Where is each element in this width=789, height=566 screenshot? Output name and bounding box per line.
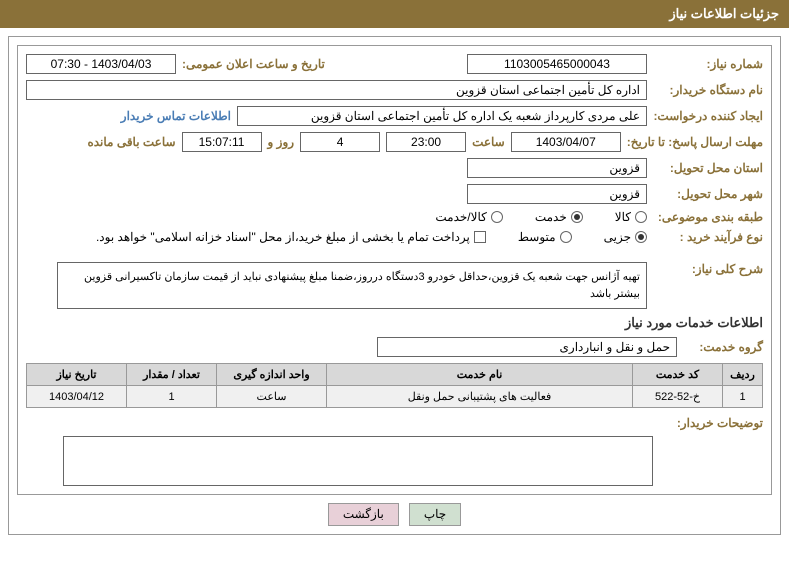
- radio-icon: [635, 231, 647, 243]
- th-unit: واحد اندازه گیری: [217, 364, 327, 386]
- radio-icon: [491, 211, 503, 223]
- th-name: نام خدمت: [327, 364, 633, 386]
- buyer-notes-label: توضیحات خریدار:: [653, 416, 763, 430]
- service-group-value: حمل و نقل و انبارداری: [377, 337, 677, 357]
- checkbox-icon: [474, 231, 486, 243]
- need-number-value: 1103005465000043: [467, 54, 647, 74]
- print-button[interactable]: چاپ: [409, 503, 461, 526]
- cell-name: فعالیت های پشتیبانی حمل ونقل: [327, 386, 633, 408]
- days-text: روز و: [268, 135, 295, 149]
- cell-row: 1: [723, 386, 763, 408]
- buyer-org-value: اداره کل تأمین اجتماعی استان قزوین: [26, 80, 647, 100]
- radio-goods-service-label: کالا/خدمت: [435, 210, 486, 224]
- radio-icon: [635, 211, 647, 223]
- button-row: چاپ بازگشت: [17, 503, 772, 526]
- cell-unit: ساعت: [217, 386, 327, 408]
- th-date: تاریخ نیاز: [27, 364, 127, 386]
- checkbox-payment[interactable]: پرداخت تمام یا بخشی از مبلغ خرید،از محل …: [96, 230, 486, 244]
- contact-link[interactable]: اطلاعات تماس خریدار: [121, 109, 231, 123]
- requester-label: ایجاد کننده درخواست:: [653, 109, 763, 123]
- radio-minor[interactable]: جزیی: [604, 230, 647, 244]
- radio-service-label: خدمت: [535, 210, 567, 224]
- radio-medium[interactable]: متوسط: [518, 230, 572, 244]
- deadline-label: مهلت ارسال پاسخ: تا تاریخ:: [627, 135, 763, 149]
- need-number-label: شماره نیاز:: [653, 57, 763, 71]
- requester-value: علی مردی کارپرداز شعبه یک اداره کل تأمین…: [237, 106, 647, 126]
- delivery-city-label: شهر محل تحویل:: [653, 187, 763, 201]
- services-table: ردیف کد خدمت نام خدمت واحد اندازه گیری ت…: [26, 363, 763, 408]
- description-label: شرح کلی نیاز:: [653, 262, 763, 276]
- page-header: جزئیات اطلاعات نیاز: [0, 0, 789, 28]
- page-title: جزئیات اطلاعات نیاز: [669, 6, 779, 21]
- table-row: 1 خ-52-522 فعالیت های پشتیبانی حمل ونقل …: [27, 386, 763, 408]
- radio-goods[interactable]: کالا: [615, 210, 647, 224]
- th-row: ردیف: [723, 364, 763, 386]
- radio-icon: [560, 231, 572, 243]
- th-qty: تعداد / مقدار: [127, 364, 217, 386]
- purchase-type-label: نوع فرآیند خرید :: [653, 230, 763, 244]
- delivery-province: قزوین: [467, 158, 647, 178]
- category-label: طبقه بندی موضوعی:: [653, 210, 763, 224]
- delivery-city: قزوین: [467, 184, 647, 204]
- description-value: تهیه آژانس جهت شعبه یک قزوین،حداقل خودرو…: [57, 262, 647, 309]
- time-remaining: 15:07:11: [182, 132, 262, 152]
- radio-goods-label: کالا: [615, 210, 631, 224]
- radio-minor-label: جزیی: [604, 230, 631, 244]
- th-code: کد خدمت: [633, 364, 723, 386]
- deadline-date: 1403/04/07: [511, 132, 621, 152]
- services-section-title: اطلاعات خدمات مورد نیاز: [26, 315, 763, 331]
- payment-note-label: پرداخت تمام یا بخشی از مبلغ خرید،از محل …: [96, 230, 470, 244]
- cell-code: خ-52-522: [633, 386, 723, 408]
- radio-service[interactable]: خدمت: [535, 210, 583, 224]
- cell-qty: 1: [127, 386, 217, 408]
- time-label: ساعت: [472, 135, 505, 149]
- remaining-text: ساعت باقی مانده: [87, 135, 175, 149]
- back-button[interactable]: بازگشت: [328, 503, 399, 526]
- announce-date-value: 1403/04/03 - 07:30: [26, 54, 176, 74]
- main-container: شماره نیاز: 1103005465000043 تاریخ و ساع…: [8, 36, 781, 535]
- radio-medium-label: متوسط: [518, 230, 556, 244]
- radio-icon: [571, 211, 583, 223]
- buyer-org-label: نام دستگاه خریدار:: [653, 83, 763, 97]
- info-section: شماره نیاز: 1103005465000043 تاریخ و ساع…: [17, 45, 772, 495]
- delivery-province-label: استان محل تحویل:: [653, 161, 763, 175]
- announce-date-label: تاریخ و ساعت اعلان عمومی:: [182, 57, 325, 71]
- buyer-notes-box: [63, 436, 653, 486]
- deadline-time: 23:00: [386, 132, 466, 152]
- service-group-label: گروه خدمت:: [683, 340, 763, 354]
- cell-date: 1403/04/12: [27, 386, 127, 408]
- radio-goods-service[interactable]: کالا/خدمت: [435, 210, 502, 224]
- days-remaining: 4: [300, 132, 380, 152]
